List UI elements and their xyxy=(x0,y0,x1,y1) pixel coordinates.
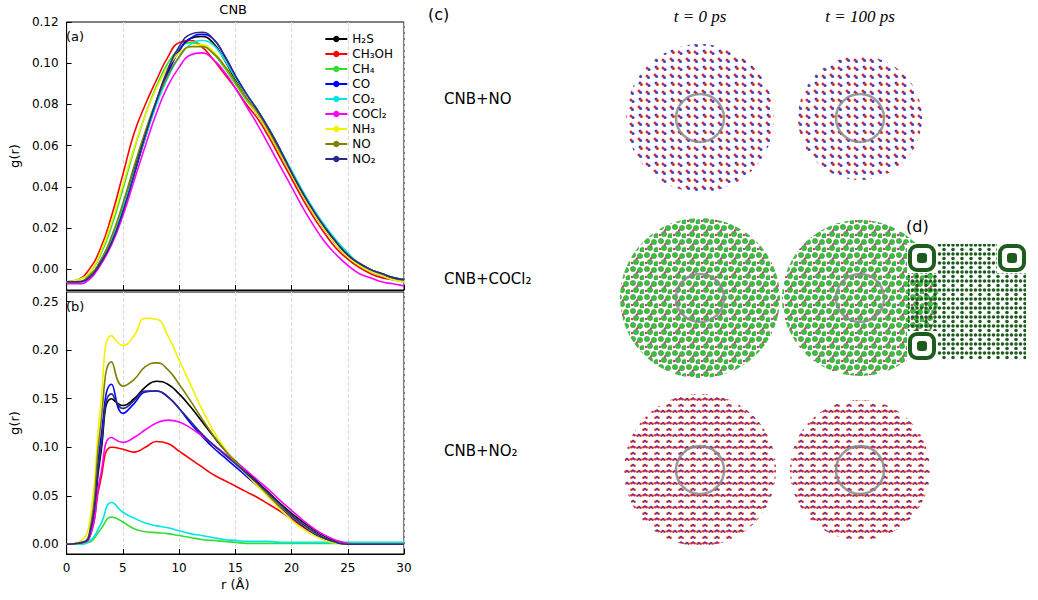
svg-text:0.02: 0.02 xyxy=(32,221,59,235)
svg-text:g(r): g(r) xyxy=(7,144,22,168)
svg-text:CNB+NO: CNB+NO xyxy=(444,90,512,108)
svg-text:30: 30 xyxy=(396,561,411,575)
svg-text:10: 10 xyxy=(171,561,186,575)
svg-text:CH₄: CH₄ xyxy=(352,62,374,76)
svg-text:0.15: 0.15 xyxy=(32,392,59,406)
svg-text:g(r): g(r) xyxy=(7,411,22,435)
svg-text:r (Å): r (Å) xyxy=(221,577,250,592)
svg-text:t = 0 ps: t = 0 ps xyxy=(674,7,727,26)
svg-text:(a): (a) xyxy=(66,29,84,44)
svg-text:CNB+NO₂: CNB+NO₂ xyxy=(444,442,518,460)
svg-text:0.06: 0.06 xyxy=(32,139,59,153)
svg-text:20: 20 xyxy=(284,561,299,575)
svg-text:(d): (d) xyxy=(906,217,929,236)
svg-text:0.20: 0.20 xyxy=(32,343,59,357)
svg-text:CO: CO xyxy=(352,77,370,91)
svg-text:NO: NO xyxy=(352,137,370,151)
svg-text:25: 25 xyxy=(340,561,355,575)
svg-text:CO₂: CO₂ xyxy=(352,92,375,106)
svg-text:0.10: 0.10 xyxy=(32,56,59,70)
svg-text:t = 100 ps: t = 100 ps xyxy=(825,7,895,26)
svg-text:(b): (b) xyxy=(66,299,84,314)
svg-text:0.05: 0.05 xyxy=(32,489,59,503)
svg-text:0.12: 0.12 xyxy=(32,15,59,29)
svg-text:0.08: 0.08 xyxy=(32,97,59,111)
svg-text:5: 5 xyxy=(119,561,127,575)
svg-text:NO₂: NO₂ xyxy=(352,152,375,166)
svg-text:CNB+COCl₂: CNB+COCl₂ xyxy=(444,270,532,288)
svg-text:CH₃OH: CH₃OH xyxy=(352,47,393,61)
svg-text:0.25: 0.25 xyxy=(32,295,59,309)
svg-text:0.04: 0.04 xyxy=(32,180,59,194)
svg-text:NH₃: NH₃ xyxy=(352,122,375,136)
svg-text:H₂S: H₂S xyxy=(352,32,373,46)
svg-text:CNB: CNB xyxy=(219,2,247,17)
svg-text:0: 0 xyxy=(63,561,71,575)
svg-text:COCl₂: COCl₂ xyxy=(352,107,387,121)
svg-text:(c): (c) xyxy=(428,5,449,24)
svg-text:0.00: 0.00 xyxy=(32,537,59,551)
svg-text:0.00: 0.00 xyxy=(32,262,59,276)
svg-text:15: 15 xyxy=(228,561,243,575)
svg-text:0.10: 0.10 xyxy=(32,440,59,454)
